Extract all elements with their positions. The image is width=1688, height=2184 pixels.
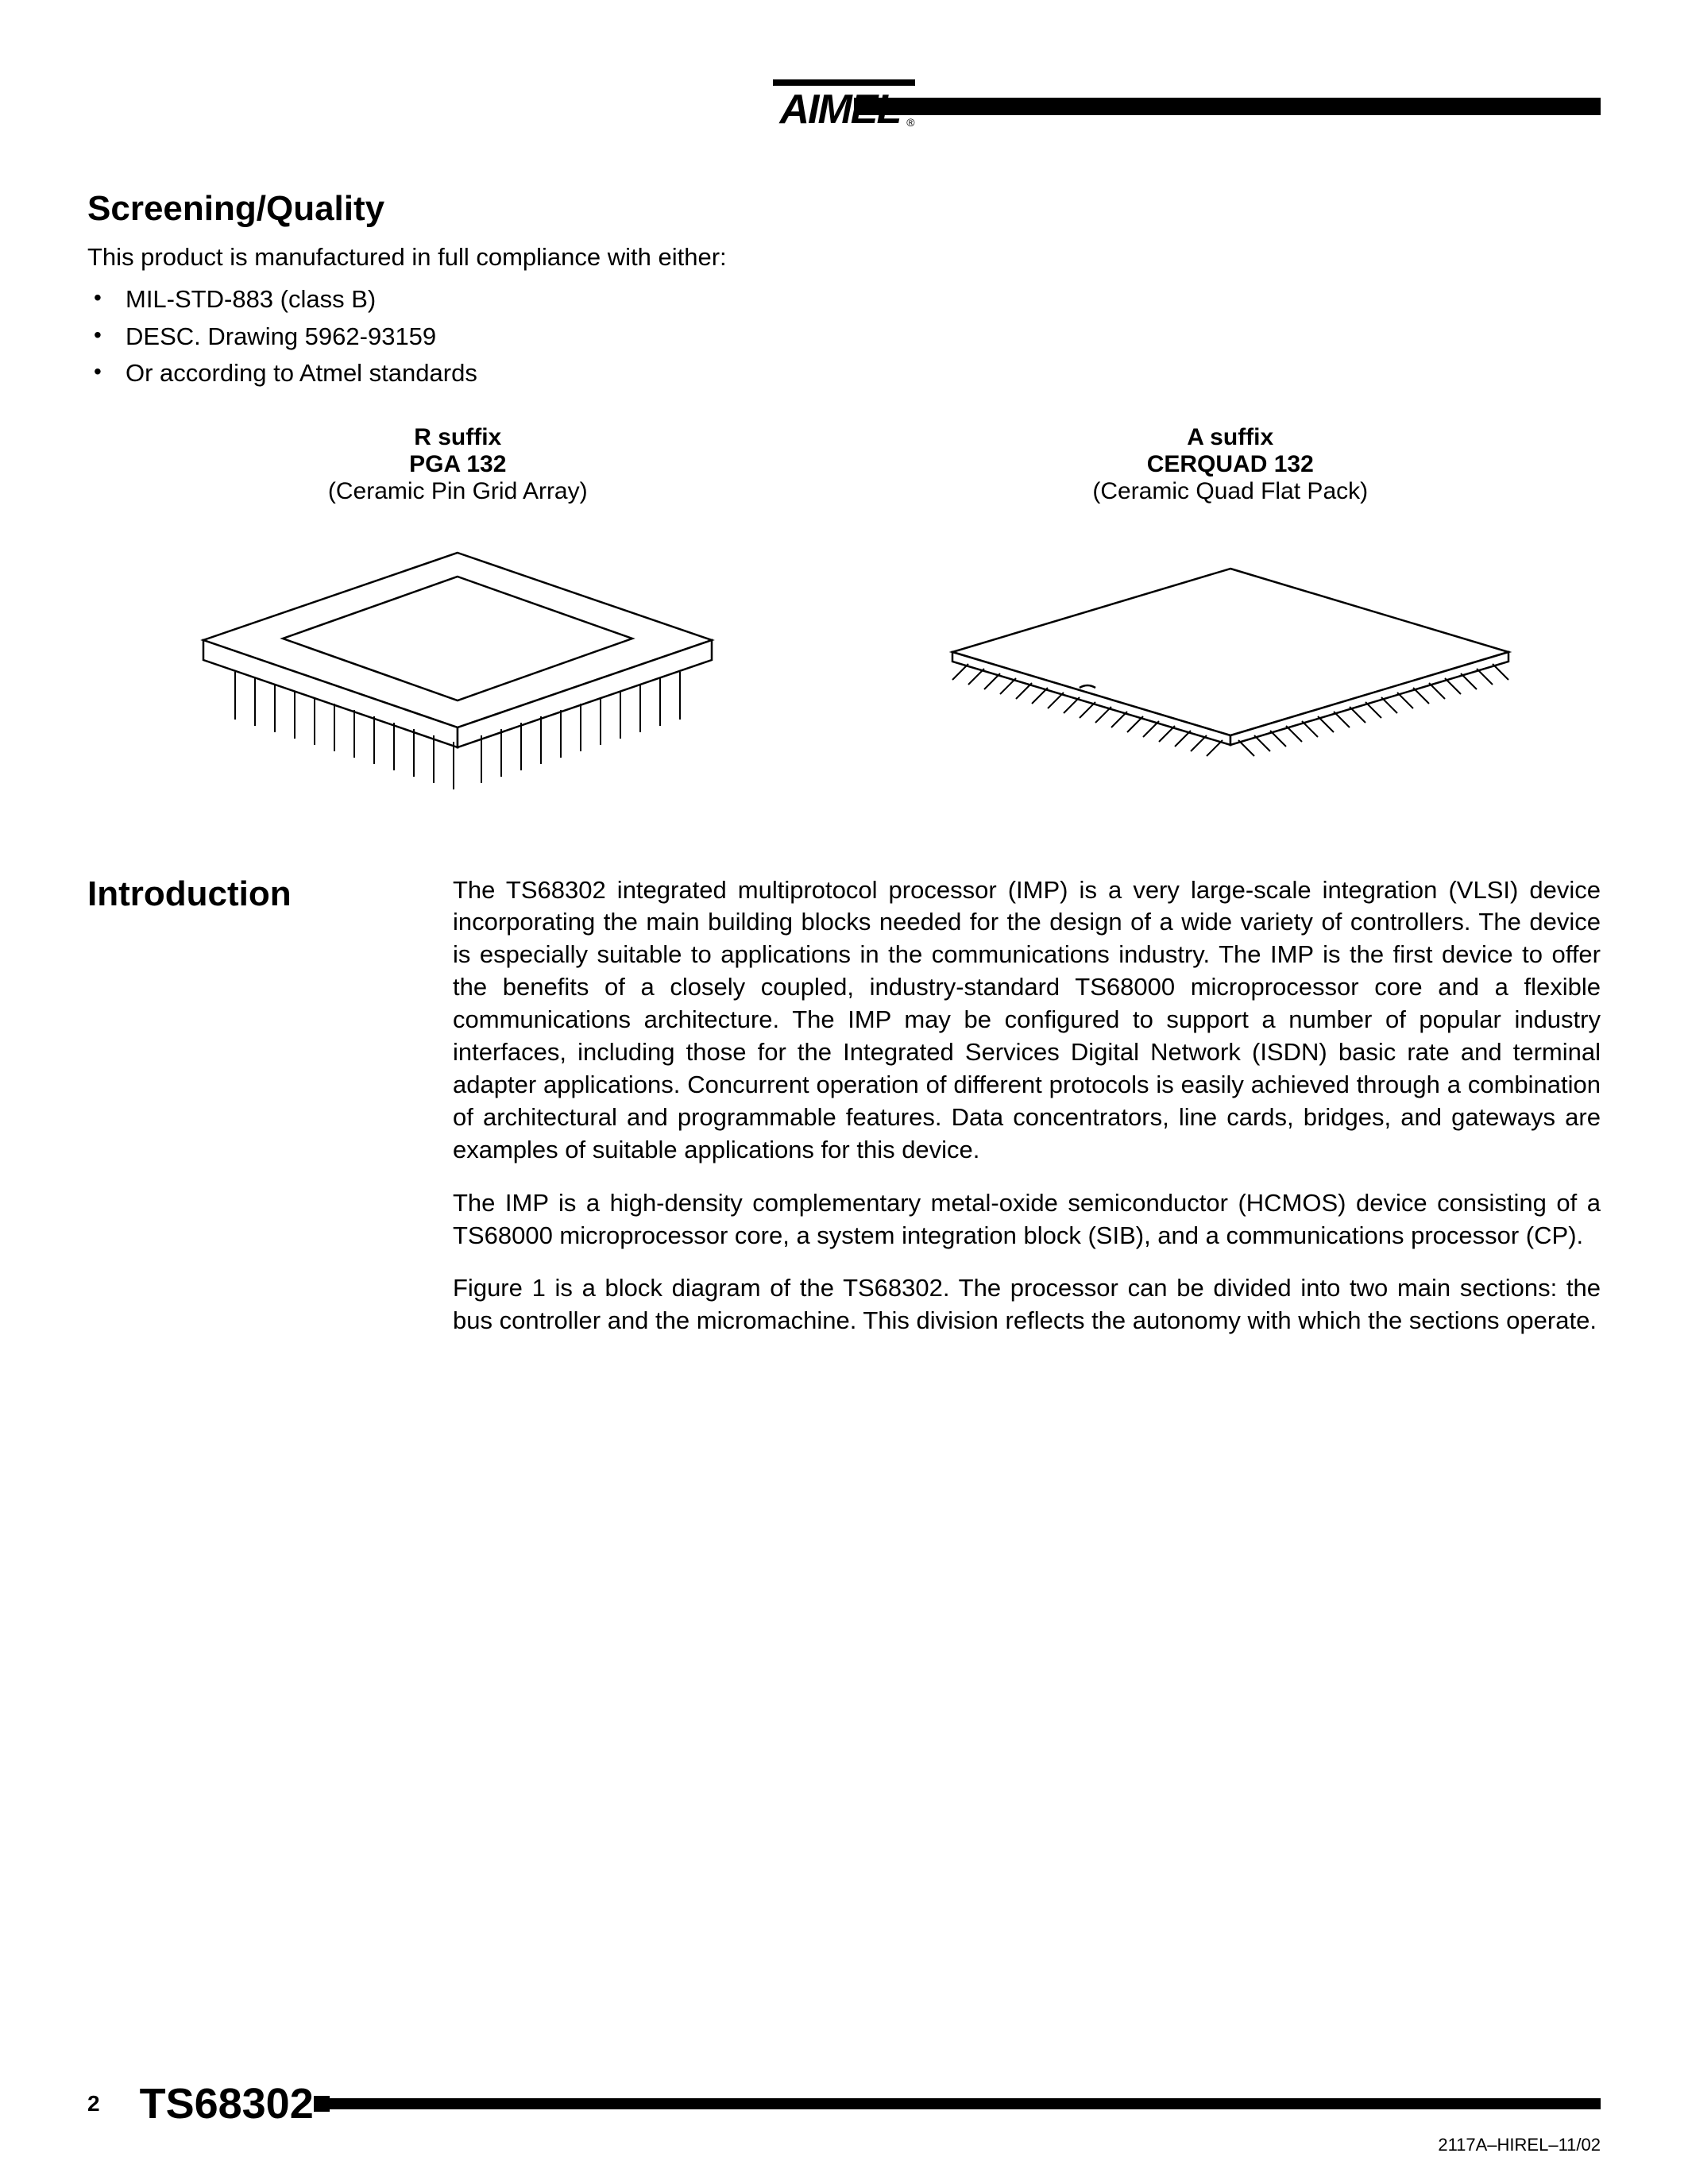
pkg-suffix: R suffix xyxy=(87,424,829,451)
package-cerquad: A suffix CERQUAD 132 (Ceramic Quad Flat … xyxy=(860,424,1601,811)
registered-mark: ® xyxy=(906,116,914,129)
pkg-suffix: A suffix xyxy=(860,424,1601,451)
footer-main: 2 TS68302 xyxy=(87,2079,1601,2128)
intro-para-1: The TS68302 integrated multiprotocol pro… xyxy=(453,874,1601,1167)
screening-heading: Screening/Quality xyxy=(87,189,1601,229)
pkg-desc: (Ceramic Quad Flat Pack) xyxy=(860,478,1601,505)
intro-heading-col: Introduction xyxy=(87,874,421,1359)
cerquad-diagram-icon xyxy=(860,521,1601,779)
bullet-item: DESC. Drawing 5962-93159 xyxy=(126,318,1601,356)
doc-id: 2117A–HIREL–11/02 xyxy=(1438,2135,1601,2155)
screening-bullets: MIL-STD-883 (class B) DESC. Drawing 5962… xyxy=(87,281,1601,392)
introduction-heading: Introduction xyxy=(87,874,421,914)
pkg-desc: (Ceramic Pin Grid Array) xyxy=(87,478,829,505)
screening-intro: This product is manufactured in full com… xyxy=(87,243,1601,272)
pkg-name: PGA 132 xyxy=(87,451,829,478)
doc-title: TS68302 xyxy=(140,2079,314,2128)
intro-para-3: Figure 1 is a block diagram of the TS683… xyxy=(453,1272,1601,1337)
packages-row: R suffix PGA 132 (Ceramic Pin Grid Array… xyxy=(87,424,1601,811)
footer-rule xyxy=(328,2098,1601,2109)
package-pga: R suffix PGA 132 (Ceramic Pin Grid Array… xyxy=(87,424,829,811)
page-container: AIMEL® Screening/Quality This product is… xyxy=(0,0,1688,2184)
intro-para-2: The IMP is a high-density complementary … xyxy=(453,1187,1601,1252)
header-bar: AIMEL® xyxy=(87,79,1601,133)
intro-body-col: The TS68302 integrated multiprotocol pro… xyxy=(453,874,1601,1359)
page-number: 2 xyxy=(87,2091,100,2116)
pga-diagram-icon xyxy=(87,521,829,811)
header-rule xyxy=(854,98,1601,115)
introduction-section: Introduction The TS68302 integrated mult… xyxy=(87,874,1601,1359)
bullet-item: MIL-STD-883 (class B) xyxy=(126,281,1601,318)
page-footer: 2 TS68302 2117A–HIREL–11/02 xyxy=(87,2079,1601,2128)
bullet-item: Or according to Atmel standards xyxy=(126,355,1601,392)
pkg-name: CERQUAD 132 xyxy=(860,451,1601,478)
